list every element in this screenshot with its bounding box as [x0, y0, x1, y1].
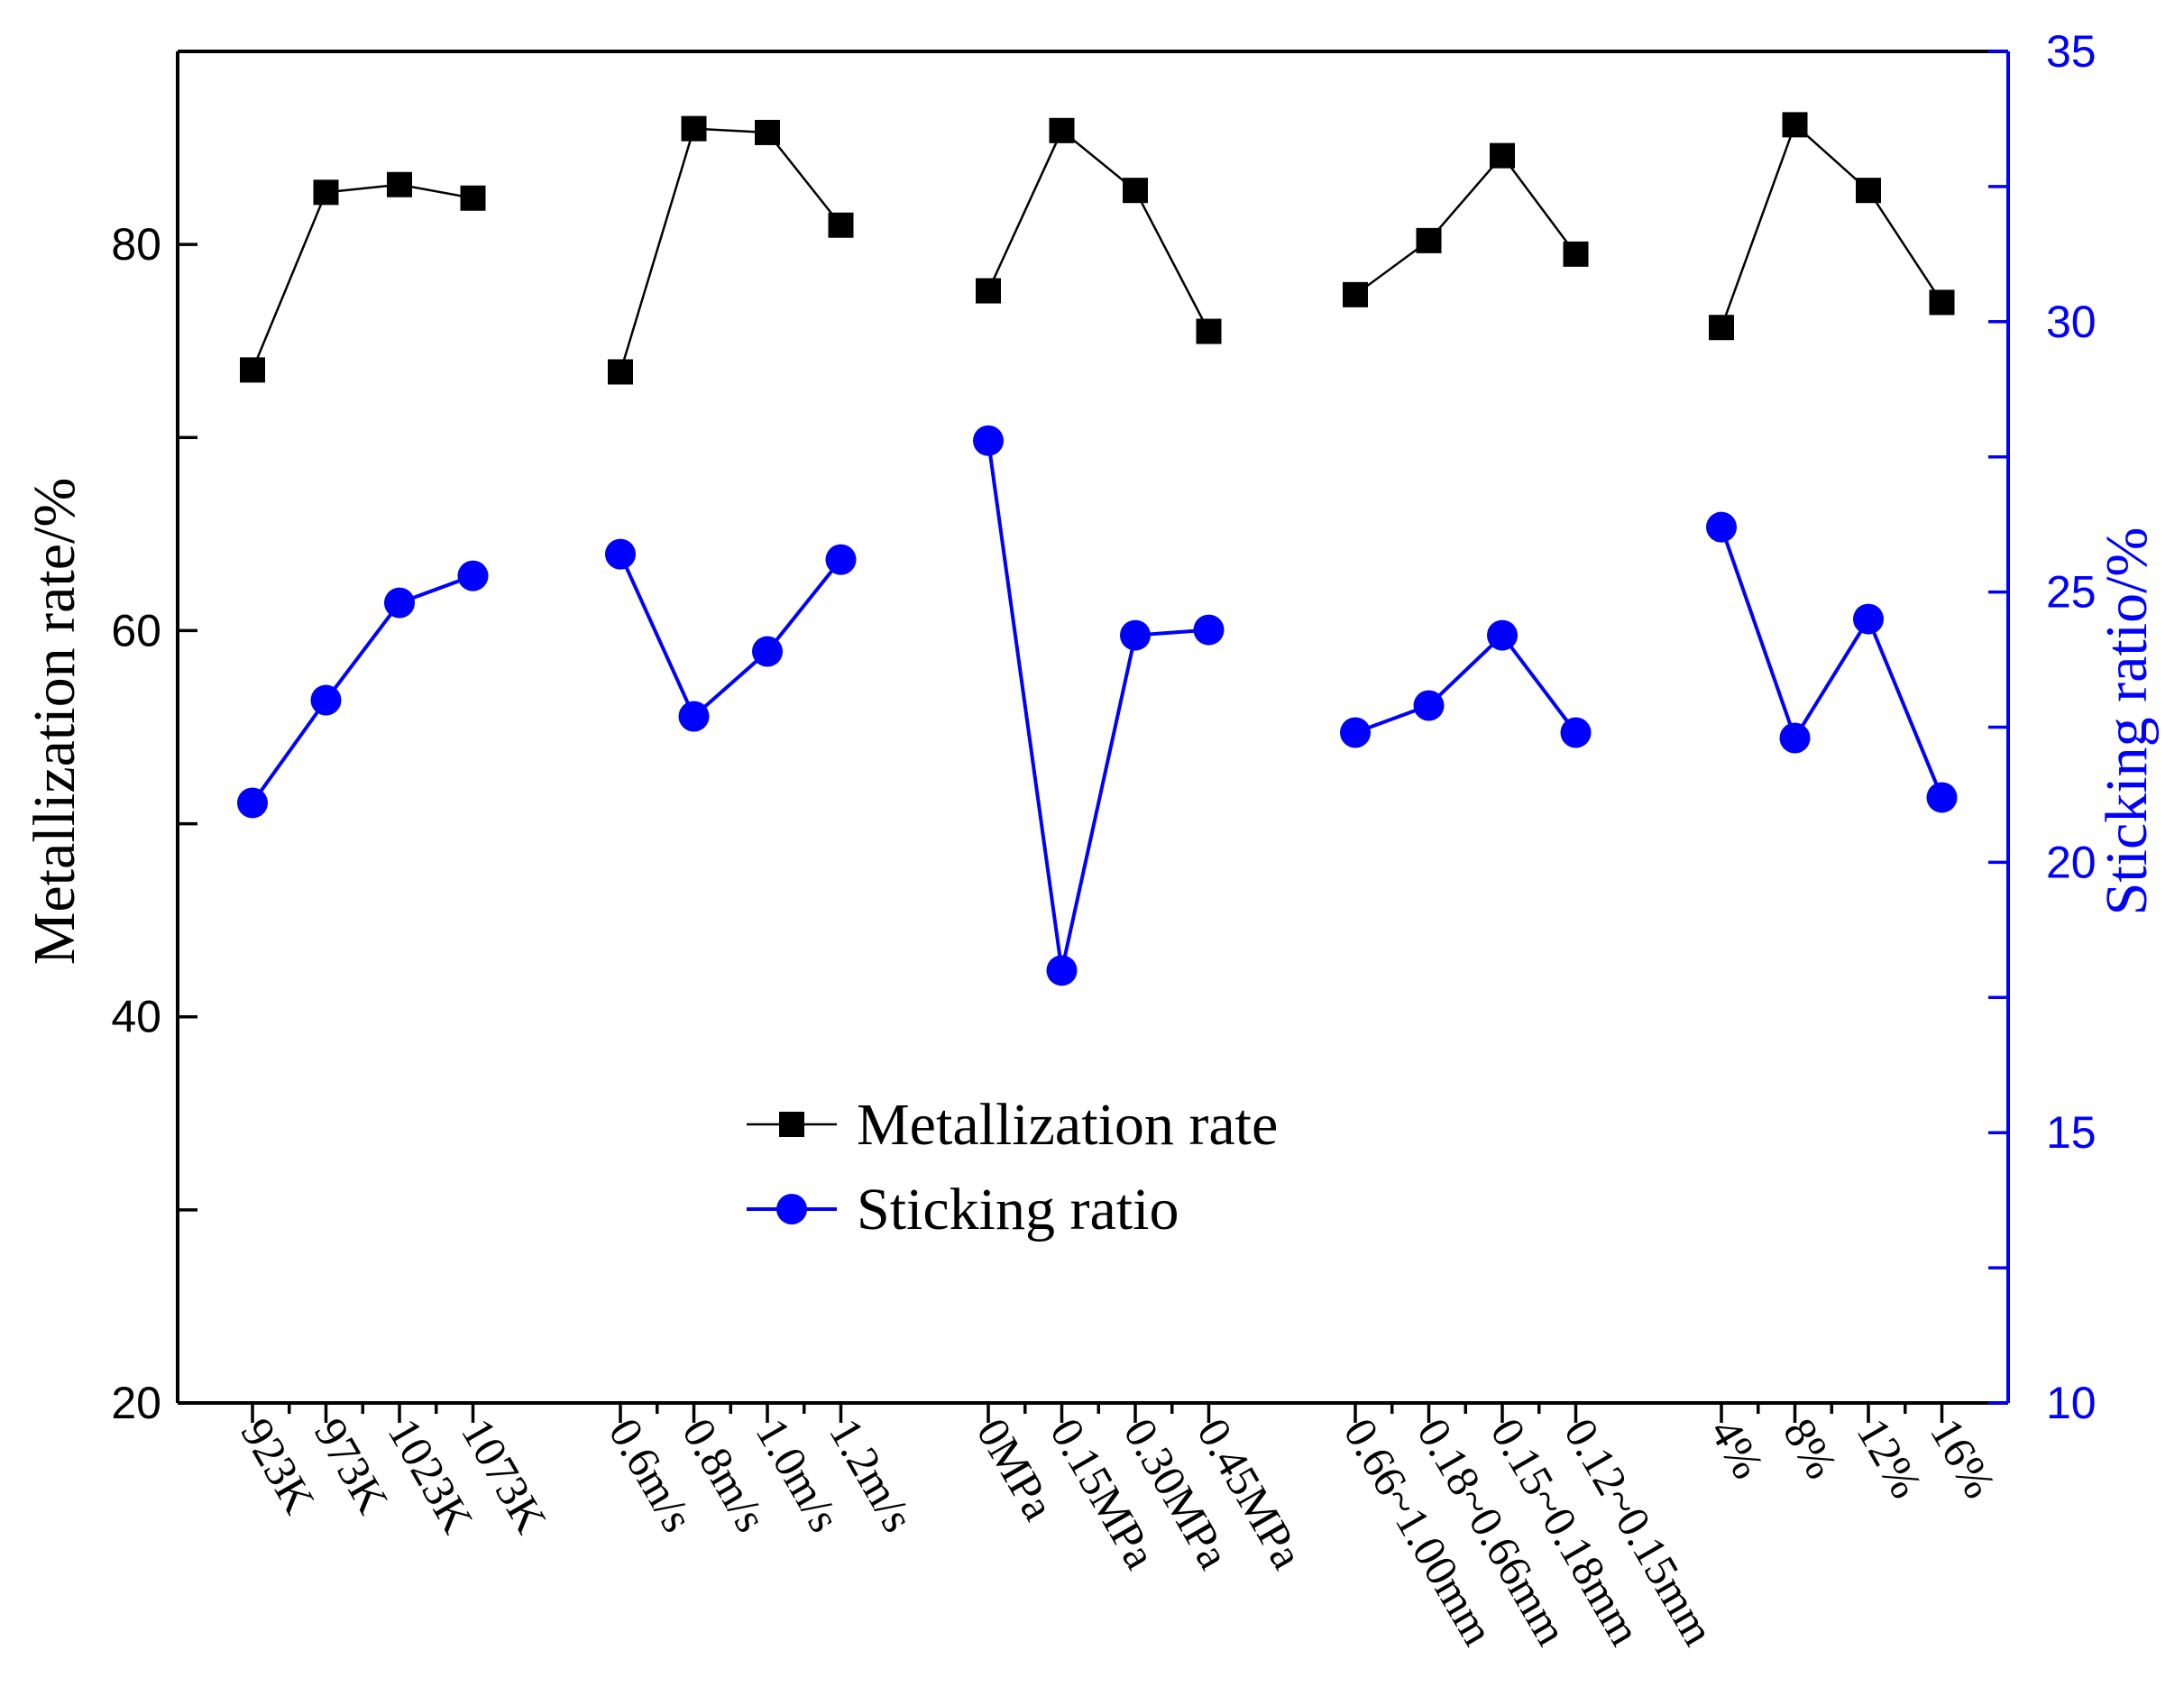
sticking-point [1706, 511, 1737, 543]
metallization-point [681, 115, 707, 142]
sticking-point [1779, 722, 1811, 754]
category-label: 0MPa [967, 1410, 1064, 1528]
category-label: 973K [305, 1410, 399, 1522]
category-label: 923K [231, 1410, 325, 1522]
sticking-line [986, 440, 1209, 971]
left-tick-label: 20 [111, 1378, 161, 1428]
sticking-point [1853, 603, 1884, 635]
metallization-point [1123, 178, 1148, 204]
sticking-line [1354, 632, 1578, 735]
metallization-point [1196, 318, 1222, 344]
metallization-point [460, 185, 486, 211]
category-label: 4% [1700, 1410, 1774, 1488]
sticking-point [1560, 717, 1592, 748]
metallization-point [608, 359, 633, 385]
metallization-point [1343, 281, 1368, 307]
metallization-point [387, 171, 412, 197]
category-label: 8% [1774, 1410, 1848, 1488]
sticking-point [1487, 619, 1518, 651]
metallization-line [1720, 123, 1943, 328]
y-axis-title: Metallization rate/% [22, 478, 87, 966]
metallization-line [619, 127, 842, 372]
metallization-point [755, 119, 780, 145]
sticking-point [1120, 619, 1151, 651]
metallization-point [1416, 227, 1442, 253]
left-tick-label: 60 [111, 605, 161, 655]
sticking-point [457, 560, 489, 591]
sticking-series [237, 425, 1958, 986]
metallization-point [313, 179, 339, 206]
sticking-line [1720, 526, 1944, 799]
sticking-point [752, 636, 783, 667]
metallization-series [240, 112, 1955, 385]
y2-axis-title: Sticking ratio/% [2094, 527, 2160, 916]
left-axis-ticks: 20 40 60 80 [111, 50, 197, 1428]
sticking-point [237, 787, 268, 819]
sticking-point [310, 684, 342, 716]
category-label: 16% [1921, 1410, 2005, 1507]
legend-stick-marker [776, 1194, 807, 1224]
metallization-point [1856, 178, 1881, 204]
left-tick-label: 80 [111, 219, 161, 270]
metallization-point [1490, 142, 1515, 169]
metallization-point [1782, 112, 1808, 138]
metallization-point [1049, 117, 1075, 143]
sticking-point [1926, 782, 1958, 813]
sticking-point [973, 425, 1004, 456]
right-tick-label: 35 [2046, 26, 2097, 77]
right-tick-label: 15 [2046, 1107, 2097, 1158]
category-label: 12% [1847, 1410, 1932, 1507]
sticking-point [605, 538, 636, 570]
right-tick-label: 20 [2046, 837, 2097, 887]
metallization-point [240, 357, 265, 383]
metallization-point [1563, 241, 1589, 267]
right-axis-ticks: 10 15 20 25 30 35 [1988, 26, 2097, 1428]
sticking-line [619, 553, 843, 720]
legend-metal-label: Metallization rate [857, 1092, 1278, 1158]
metallization-line [986, 128, 1210, 333]
sticking-line [251, 573, 474, 804]
legend-metal-marker [779, 1112, 804, 1137]
metallization-point [1929, 289, 1955, 316]
metallization-point [976, 278, 1001, 304]
left-tick-label: 40 [111, 992, 161, 1042]
legend: Metallization rate Sticking ratio [747, 1092, 1278, 1242]
sticking-point [1413, 690, 1445, 721]
metallization-point [1709, 315, 1734, 341]
metallization-line [1354, 153, 1577, 296]
right-tick-label: 10 [2046, 1378, 2097, 1428]
sticking-point [825, 544, 857, 575]
sticking-point [1340, 717, 1371, 748]
sticking-point [1193, 614, 1225, 646]
right-tick-label: 30 [2046, 297, 2097, 347]
sticking-point [1046, 955, 1078, 986]
legend-stick-label: Sticking ratio [857, 1177, 1179, 1242]
sticking-point [678, 701, 710, 732]
bottom-axis-ticks [251, 1403, 1944, 1423]
sticking-point [384, 587, 415, 619]
metallization-point [828, 212, 854, 238]
right-tick-label: 25 [2046, 567, 2097, 618]
metallization-line [251, 183, 473, 371]
